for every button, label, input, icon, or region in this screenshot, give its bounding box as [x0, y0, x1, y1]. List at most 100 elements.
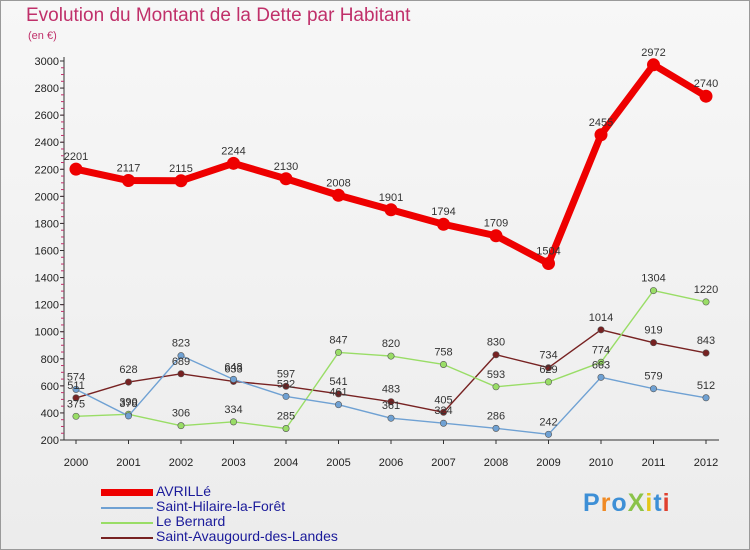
data-label: 574 — [67, 371, 85, 383]
data-label: 2008 — [326, 177, 350, 189]
x-tick-label: 2005 — [326, 457, 350, 469]
y-tick-label: 600 — [41, 381, 59, 393]
y-tick-label: 400 — [41, 408, 59, 420]
data-label: 919 — [644, 325, 662, 337]
data-label: 306 — [172, 408, 190, 420]
data-label: 286 — [487, 410, 505, 422]
x-tick-label: 2009 — [536, 457, 560, 469]
data-point — [649, 339, 657, 347]
data-point — [334, 401, 342, 409]
x-tick-label: 2000 — [64, 457, 88, 469]
data-point — [387, 398, 395, 406]
data-label: 758 — [434, 346, 452, 358]
y-tick-label: 200 — [41, 435, 59, 447]
data-point — [334, 390, 342, 398]
data-point — [597, 373, 605, 381]
legend-swatch — [101, 522, 153, 524]
data-point — [125, 378, 133, 386]
y-tick-label: 2400 — [35, 137, 59, 149]
data-label: 512 — [697, 380, 715, 392]
data-label: 242 — [539, 416, 557, 428]
data-point — [332, 188, 345, 202]
data-label: 648 — [224, 361, 242, 373]
data-point — [72, 412, 80, 420]
proxiti-logo: ProXiti — [583, 489, 671, 517]
y-tick-label: 1600 — [35, 246, 59, 258]
data-point — [544, 430, 552, 438]
data-point — [489, 229, 503, 243]
data-label: 2130 — [274, 161, 298, 173]
data-point — [279, 172, 293, 186]
data-point — [387, 352, 395, 360]
data-point — [702, 349, 710, 357]
x-tick-label: 2012 — [694, 457, 718, 469]
data-label: 689 — [172, 356, 190, 368]
data-label: 461 — [329, 387, 347, 399]
data-point — [230, 375, 238, 383]
y-tick-label: 1000 — [35, 327, 59, 339]
data-label: 1220 — [694, 284, 718, 296]
data-point — [384, 203, 398, 217]
x-tick-label: 2004 — [274, 457, 298, 469]
data-label: 2115 — [169, 163, 193, 175]
data-label: 823 — [172, 338, 190, 350]
x-tick-label: 2001 — [116, 457, 140, 469]
data-label: 2244 — [221, 145, 245, 157]
data-point — [647, 58, 660, 72]
legend-item: Saint-Avaugourd-des-Landes — [101, 529, 421, 545]
data-label: 1709 — [484, 218, 508, 230]
data-label: 541 — [329, 376, 347, 388]
data-label: 2972 — [641, 47, 665, 59]
data-label: 628 — [119, 364, 137, 376]
data-label: 285 — [277, 410, 295, 422]
data-label: 734 — [539, 350, 557, 362]
data-point — [334, 348, 342, 356]
y-tick-label: 800 — [41, 354, 59, 366]
x-tick-label: 2006 — [379, 457, 403, 469]
y-tick-label: 1800 — [35, 218, 59, 230]
data-point — [282, 392, 290, 400]
data-point — [177, 352, 185, 360]
y-tick-label: 1400 — [35, 273, 59, 285]
data-label: 579 — [644, 371, 662, 383]
x-tick-label: 2003 — [221, 457, 245, 469]
data-point — [492, 424, 500, 432]
data-label: 2117 — [117, 163, 141, 175]
data-label: 361 — [382, 400, 400, 412]
data-label: 597 — [277, 368, 295, 380]
legend-swatch — [101, 537, 153, 539]
data-point — [649, 287, 657, 295]
data-label: 1901 — [379, 192, 403, 204]
chart-title: Evolution du Montant de la Dette par Hab… — [26, 5, 411, 26]
y-tick-label: 2600 — [35, 110, 59, 122]
data-point — [122, 174, 135, 188]
data-point — [544, 364, 552, 372]
data-point — [702, 394, 710, 402]
data-label: 324 — [434, 405, 452, 417]
data-point — [72, 385, 80, 393]
data-label: 2740 — [694, 78, 718, 90]
data-point — [439, 408, 447, 416]
data-point — [282, 424, 290, 432]
legend-label: AVRILLé — [156, 483, 211, 499]
data-point — [702, 298, 710, 306]
data-label: 847 — [329, 334, 347, 346]
data-label: 633 — [224, 363, 242, 375]
legend-label: Le Bernard — [156, 513, 226, 529]
y-tick-label: 2000 — [35, 191, 59, 203]
legend-swatch — [101, 489, 153, 496]
y-tick-label: 3000 — [35, 56, 59, 68]
data-label: 522 — [277, 378, 295, 390]
y-tick-label: 2200 — [35, 164, 59, 176]
legend-item: Saint-Hilaire-la-Forêt — [101, 498, 421, 515]
data-point — [282, 382, 290, 390]
data-label: 774 — [592, 344, 610, 356]
legend-label: Saint-Hilaire-la-Forêt — [156, 498, 286, 514]
data-point — [230, 418, 238, 426]
data-point — [597, 358, 605, 366]
data-point — [544, 378, 552, 386]
data-label: 378 — [119, 398, 137, 410]
data-point — [72, 394, 80, 402]
